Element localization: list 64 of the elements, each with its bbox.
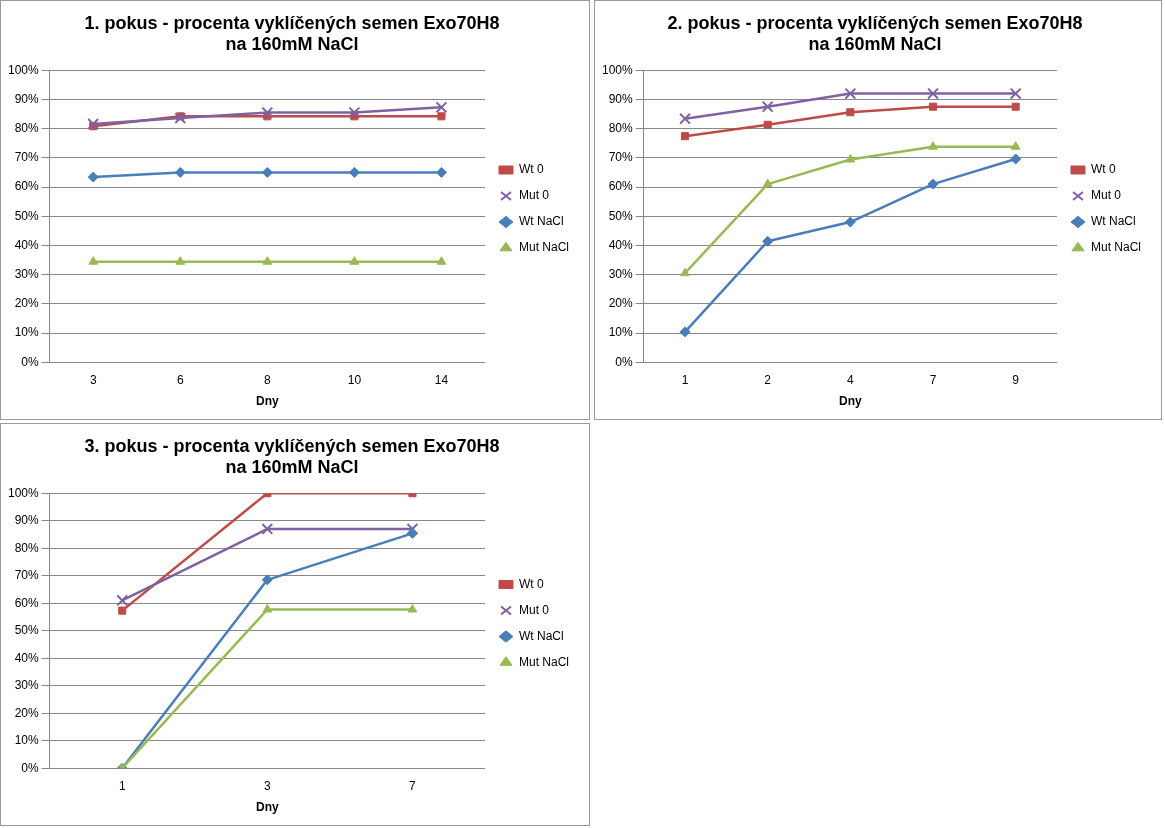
legend-label: Mut 0 [518, 602, 550, 617]
x-tick-label: 1 [118, 778, 126, 793]
legend-label: Wt 0 [518, 162, 544, 177]
x-tick-label: 7 [409, 778, 417, 793]
x-axis-title: Dny [256, 800, 279, 815]
x-axis-title: Dny [839, 394, 862, 409]
y-tick-label: 60% [14, 179, 40, 194]
y-tick-label: 100% [7, 62, 40, 77]
y-tick-label: 50% [14, 208, 40, 223]
y-tick-label: 100% [7, 485, 40, 500]
y-tick-label: 90% [14, 513, 40, 528]
y-tick-label: 90% [14, 91, 40, 106]
y-tick-label: 50% [608, 208, 634, 223]
y-tick-label: 100% [601, 62, 634, 77]
y-tick-label: 80% [14, 120, 40, 135]
legend-label: Mut 0 [518, 188, 550, 203]
chart-title: 3. pokus - procenta vyklíčených semen Exo70H8 na 160mM NaCl [84, 435, 500, 478]
y-tick-label: 50% [14, 623, 40, 638]
x-tick-label: 7 [929, 372, 937, 387]
y-tick-label: 0% [615, 354, 634, 369]
x-tick-label: 2 [764, 372, 772, 387]
x-tick-label: 10 [347, 372, 362, 387]
x-tick-label: 9 [1012, 372, 1020, 387]
x-tick-label: 3 [264, 778, 271, 793]
legend-label: Wt NaCl [1090, 214, 1136, 229]
chart-title: 2. pokus - procenta vyklíčených semen Exo70H8 na 160mM NaCl [667, 12, 1083, 55]
legend-label: Mut NaCl [518, 240, 570, 255]
chart-title: 1. pokus - procenta vyklíčených semen Exo70H8 na 160mM NaCl [84, 12, 500, 55]
y-tick-label: 40% [14, 650, 40, 665]
y-tick-label: 80% [14, 540, 40, 555]
y-tick-label: 30% [608, 266, 634, 281]
y-tick-label: 70% [608, 150, 634, 165]
y-tick-label: 60% [14, 595, 40, 610]
legend-label: Mut NaCl [518, 654, 570, 669]
y-tick-label: 90% [608, 91, 634, 106]
x-tick-label: 4 [847, 372, 854, 387]
legend-label: Wt 0 [518, 576, 544, 591]
y-tick-label: 0% [21, 760, 40, 775]
y-tick-label: 70% [14, 150, 40, 165]
x-tick-label: 1 [681, 372, 689, 387]
x-tick-label: 3 [89, 372, 97, 387]
y-tick-label: 70% [14, 568, 40, 583]
legend-label: Mut 0 [1090, 188, 1122, 203]
y-tick-label: 80% [608, 120, 634, 135]
y-tick-label: 20% [608, 296, 634, 311]
y-tick-label: 20% [14, 705, 40, 720]
x-tick-label: 6 [176, 372, 184, 387]
legend-label: Wt NaCl [518, 628, 564, 643]
legend-label: Wt NaCl [518, 214, 564, 229]
x-tick-label: 8 [264, 372, 271, 387]
y-tick-label: 10% [14, 325, 40, 340]
y-tick-label: 60% [608, 179, 634, 194]
y-tick-label: 40% [14, 237, 40, 252]
y-tick-label: 30% [14, 678, 40, 693]
y-tick-label: 20% [14, 296, 40, 311]
y-tick-label: 30% [14, 266, 40, 281]
y-tick-label: 10% [14, 733, 40, 748]
legend-label: Wt 0 [1090, 162, 1116, 177]
y-tick-label: 40% [608, 237, 634, 252]
x-tick-label: 14 [434, 372, 449, 387]
y-tick-label: 10% [608, 325, 634, 340]
y-tick-label: 0% [21, 354, 40, 369]
legend-label: Mut NaCl [1090, 240, 1142, 255]
x-axis-title: Dny [256, 394, 279, 409]
